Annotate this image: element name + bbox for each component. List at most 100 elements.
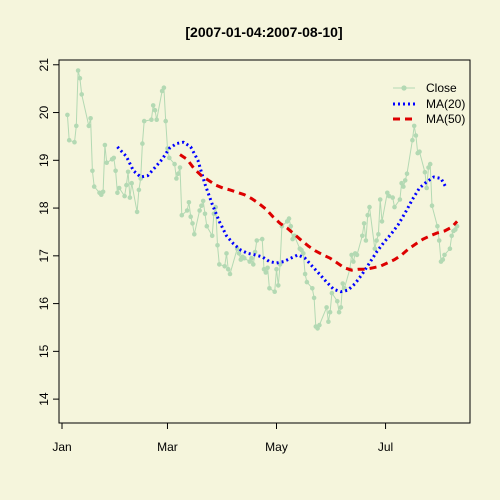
- legend-marker-close: [401, 85, 407, 91]
- close-point: [115, 190, 120, 196]
- series-line-ma20: [116, 140, 448, 294]
- close-point: [440, 257, 446, 262]
- close-point: [77, 75, 83, 81]
- close-point: [200, 198, 206, 204]
- close-point: [379, 219, 385, 224]
- close-point: [172, 161, 177, 167]
- close-point: [100, 189, 106, 195]
- close-point: [449, 233, 455, 239]
- close-point: [427, 161, 433, 167]
- close-point: [360, 233, 365, 239]
- close-point: [91, 184, 97, 189]
- close-point: [259, 236, 265, 242]
- close-point: [66, 137, 72, 143]
- close-point: [125, 169, 131, 175]
- close-point: [163, 118, 168, 124]
- close-point: [222, 264, 227, 269]
- close-point: [167, 155, 172, 161]
- y-tick-label: 20: [37, 106, 51, 120]
- close-point: [154, 117, 159, 122]
- close-point: [217, 262, 222, 267]
- close-point: [277, 262, 283, 267]
- axes: 14 15 16 17 18 19 20 21 Jan Mar May Jul: [37, 58, 471, 454]
- y-tick-label: 19: [37, 153, 51, 167]
- legend-label-ma20: MA(20): [426, 97, 465, 111]
- close-point: [86, 123, 92, 129]
- y-tick-label: 15: [37, 344, 51, 358]
- x-tick-label: May: [265, 440, 288, 454]
- close-point: [175, 171, 181, 176]
- legend-label-ma50: MA(50): [426, 112, 465, 126]
- close-point: [426, 165, 431, 170]
- close-point: [267, 286, 272, 291]
- close-point: [75, 68, 81, 73]
- close-point: [424, 185, 430, 191]
- close-point: [361, 221, 367, 226]
- close-point: [363, 238, 369, 243]
- close-point: [397, 197, 403, 202]
- close-point: [225, 266, 231, 272]
- legend: Close MA(20)MA(50): [393, 81, 465, 126]
- close-point: [365, 212, 371, 218]
- close-point: [310, 286, 315, 291]
- close-point: [272, 289, 278, 295]
- close-point: [327, 309, 333, 315]
- close-point: [150, 103, 156, 108]
- series-line-ma50: [179, 153, 459, 272]
- close-point: [349, 252, 354, 258]
- close-point: [354, 252, 360, 258]
- close-point: [302, 271, 308, 277]
- close-point: [417, 149, 422, 154]
- close-point: [202, 211, 208, 217]
- close-point: [190, 221, 195, 226]
- plot-area: [65, 68, 460, 331]
- close-point: [72, 139, 77, 145]
- close-point: [134, 209, 140, 215]
- close-point: [74, 123, 79, 129]
- close-point: [127, 195, 133, 200]
- close-point: [116, 185, 122, 191]
- close-point: [192, 232, 197, 237]
- close-point: [326, 319, 331, 325]
- close-point: [372, 246, 378, 251]
- close-point: [329, 290, 335, 296]
- close-point: [140, 141, 145, 146]
- close-point: [122, 193, 127, 199]
- close-point: [376, 232, 381, 237]
- close-point: [177, 165, 183, 170]
- close-point: [179, 212, 185, 218]
- close-point: [435, 223, 440, 229]
- close-point: [404, 171, 410, 176]
- close-point: [276, 283, 281, 288]
- x-tick-label: Jan: [52, 440, 71, 454]
- close-point: [136, 187, 142, 193]
- close-point: [209, 233, 215, 239]
- close-point: [65, 112, 70, 118]
- close-point: [124, 182, 129, 188]
- close-point: [242, 255, 247, 261]
- close-point: [263, 270, 269, 275]
- close-point: [429, 203, 435, 208]
- close-point: [311, 295, 317, 301]
- close-point: [317, 322, 322, 328]
- close-point: [247, 259, 252, 264]
- close-point: [265, 265, 270, 271]
- close-point: [422, 169, 428, 175]
- y-tick-label: 18: [37, 201, 51, 215]
- close-point: [436, 238, 442, 243]
- close-point: [340, 281, 346, 286]
- close-point: [392, 204, 397, 210]
- chart-title: [2007-01-04:2007-08-10]: [185, 24, 342, 40]
- close-point: [447, 246, 453, 251]
- close-point: [374, 238, 379, 243]
- close-point: [104, 160, 109, 165]
- close-point: [138, 176, 143, 181]
- close-point: [335, 298, 340, 304]
- close-point: [324, 305, 329, 310]
- close-point: [236, 251, 242, 256]
- close-point: [301, 251, 306, 256]
- close-point: [174, 176, 179, 181]
- close-point: [184, 208, 190, 213]
- close-point: [413, 133, 419, 138]
